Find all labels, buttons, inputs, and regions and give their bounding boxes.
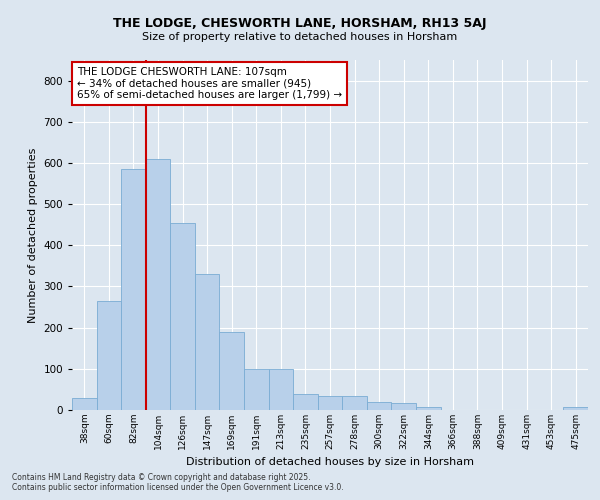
- Bar: [121, 169, 146, 410]
- Text: THE LODGE CHESWORTH LANE: 107sqm
← 34% of detached houses are smaller (945)
65% : THE LODGE CHESWORTH LANE: 107sqm ← 34% o…: [77, 67, 342, 100]
- Bar: [72, 398, 97, 410]
- Bar: [269, 369, 293, 410]
- Bar: [244, 369, 269, 410]
- Bar: [391, 402, 416, 410]
- Bar: [416, 406, 440, 410]
- Bar: [342, 396, 367, 410]
- Bar: [146, 159, 170, 410]
- Bar: [195, 274, 220, 410]
- Text: THE LODGE, CHESWORTH LANE, HORSHAM, RH13 5AJ: THE LODGE, CHESWORTH LANE, HORSHAM, RH13…: [113, 18, 487, 30]
- Bar: [97, 301, 121, 410]
- Text: Contains HM Land Registry data © Crown copyright and database right 2025.
Contai: Contains HM Land Registry data © Crown c…: [12, 473, 344, 492]
- Bar: [170, 222, 195, 410]
- Bar: [220, 332, 244, 410]
- Bar: [563, 406, 588, 410]
- Text: Size of property relative to detached houses in Horsham: Size of property relative to detached ho…: [142, 32, 458, 42]
- Bar: [293, 394, 318, 410]
- Bar: [318, 396, 342, 410]
- Y-axis label: Number of detached properties: Number of detached properties: [28, 148, 38, 322]
- X-axis label: Distribution of detached houses by size in Horsham: Distribution of detached houses by size …: [186, 458, 474, 468]
- Bar: [367, 402, 391, 410]
